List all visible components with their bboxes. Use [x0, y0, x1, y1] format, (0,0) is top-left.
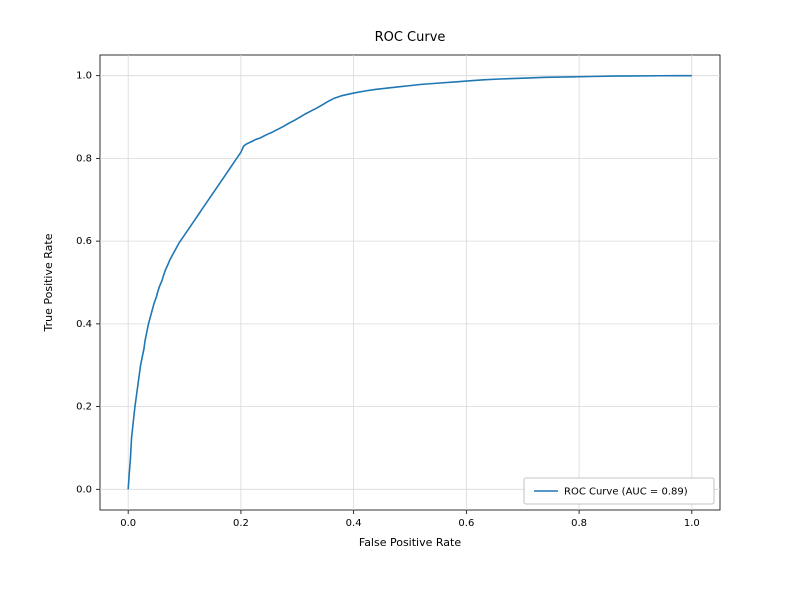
y-tick-label: 0.0	[76, 484, 92, 495]
x-tick-label: 0.8	[571, 518, 587, 529]
y-tick-label: 0.2	[76, 402, 92, 413]
y-axis-label: True Positive Rate	[42, 233, 55, 332]
chart-title: ROC Curve	[375, 30, 446, 45]
x-tick-label: 0.4	[346, 518, 362, 529]
legend-label: ROC Curve (AUC = 0.89)	[564, 487, 688, 498]
x-tick-label: 0.0	[120, 518, 136, 529]
roc-chart: 0.0 0.2 0.4 0.6 0.8 1.0 0.0 0.2 0.4 0.6 0.8 1.0 Fals…	[0, 0, 800, 600]
x-tick-label: 0.2	[233, 518, 249, 529]
x-tick-label: 1.0	[684, 518, 700, 529]
y-tick-label: 1.0	[76, 71, 92, 82]
x-tick-label: 0.6	[458, 518, 474, 529]
y-tick-label: 0.8	[76, 153, 92, 164]
chart-svg: 0.0 0.2 0.4 0.6 0.8 1.0 0.0 0.2 0.4 0.6 0.8 1.0 Fals…	[0, 0, 800, 600]
y-tick-label: 0.6	[76, 236, 92, 247]
y-tick-label: 0.4	[76, 319, 92, 330]
x-axis-label: False Positive Rate	[359, 536, 461, 549]
